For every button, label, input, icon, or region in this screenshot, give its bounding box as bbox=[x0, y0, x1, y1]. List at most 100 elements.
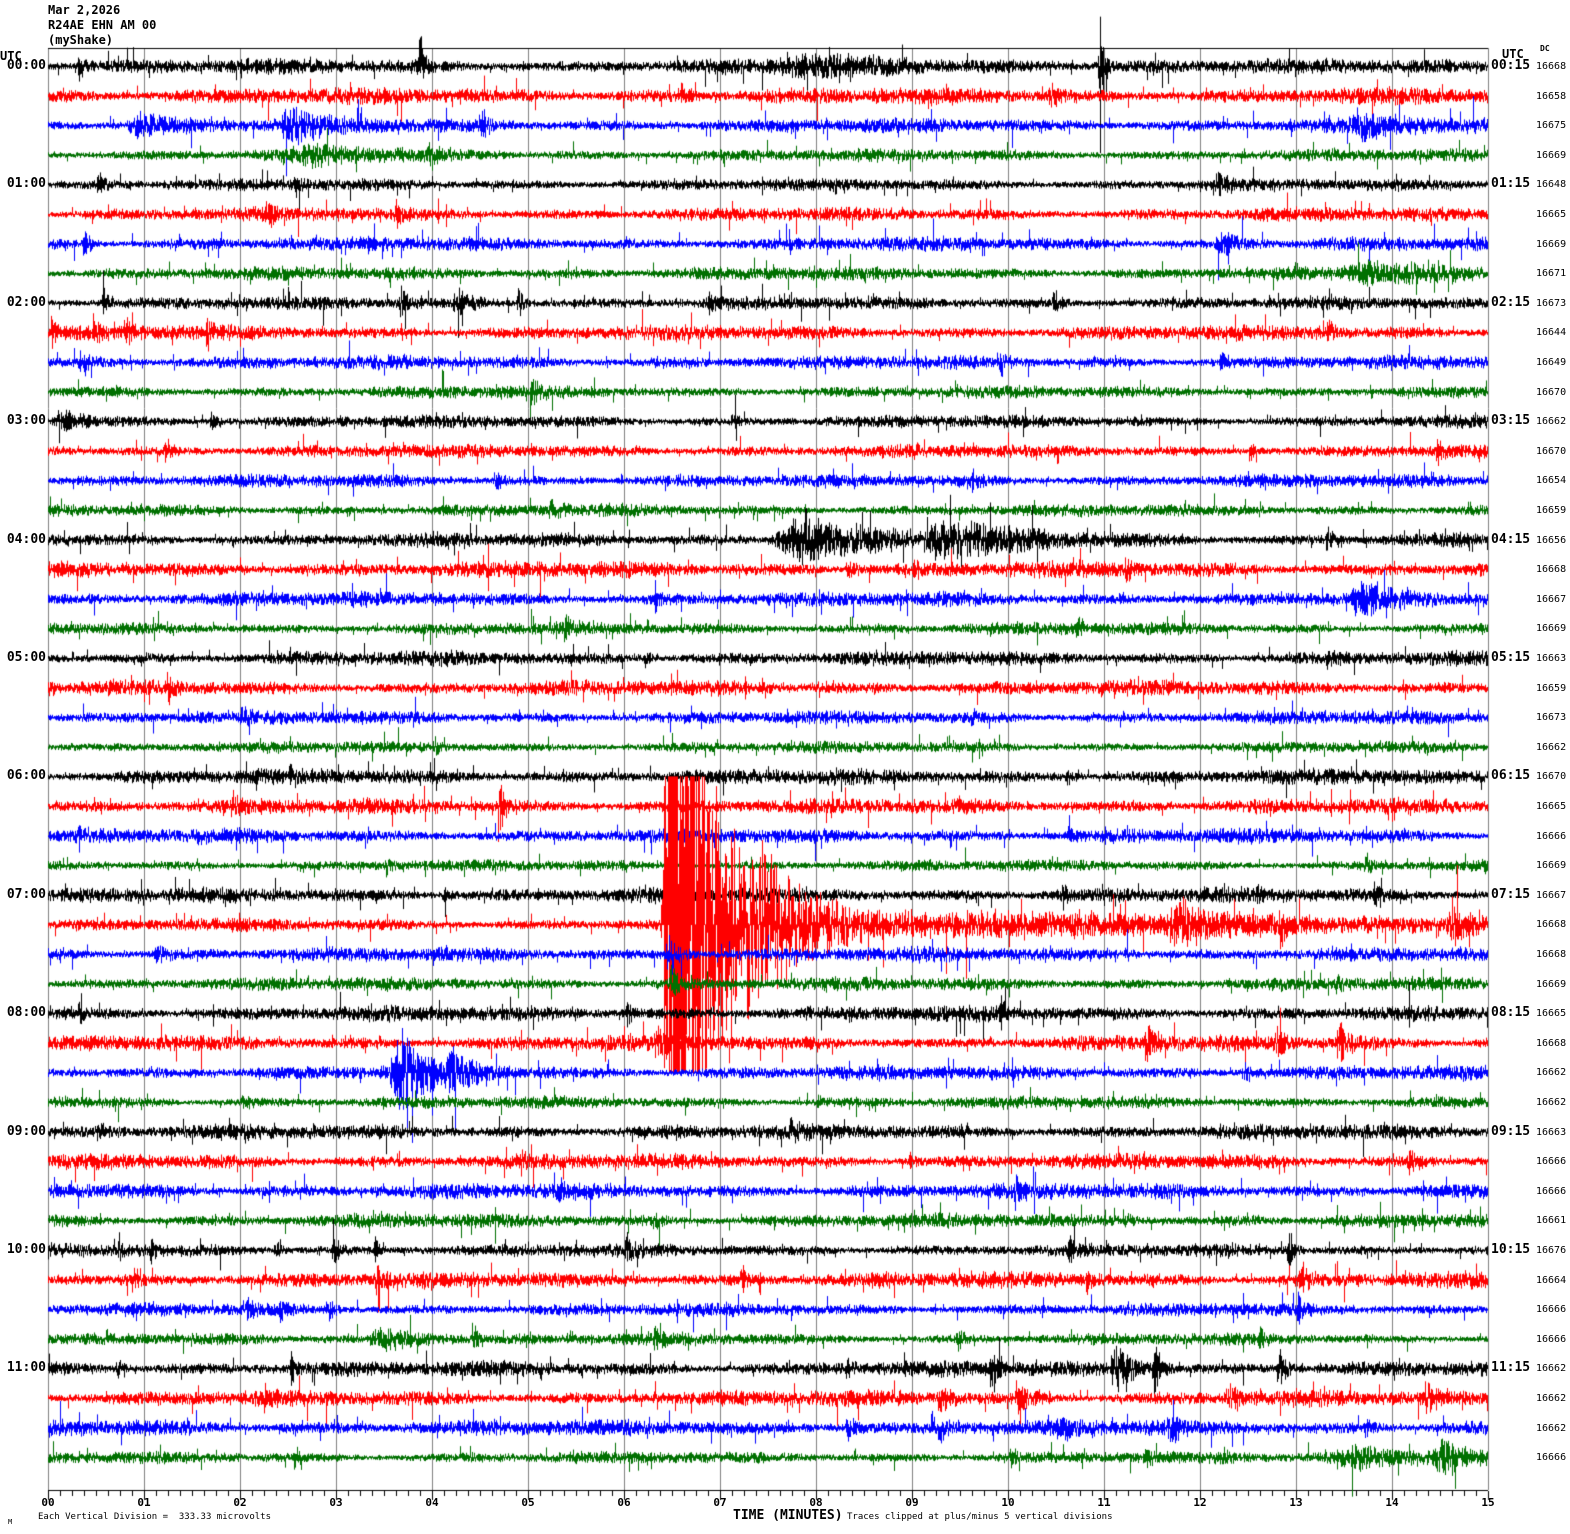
hour-label-left: 08:00 bbox=[6, 1005, 46, 1021]
dc-value: 16665 bbox=[1536, 1008, 1567, 1020]
x-tick-label: 10 bbox=[1001, 1496, 1015, 1509]
dc-value: 16649 bbox=[1536, 357, 1567, 368]
dc-value: 16665 bbox=[1536, 209, 1567, 220]
scale-note: Each Vertical Division = 333.33 microvol… bbox=[38, 1512, 271, 1522]
hour-label-left: 06:00 bbox=[6, 768, 46, 784]
dc-value: 16663 bbox=[1536, 1126, 1567, 1138]
hour-label-left: 11:00 bbox=[6, 1360, 46, 1376]
dc-value: 16671 bbox=[1536, 268, 1567, 280]
dc-value: 16662 bbox=[1536, 416, 1567, 428]
dc-value: 16662 bbox=[1536, 741, 1567, 753]
dc-value: 16648 bbox=[1536, 179, 1567, 191]
hour-label-right: 09:15 bbox=[1491, 1123, 1531, 1139]
hour-label-right: 11:15 bbox=[1491, 1360, 1531, 1376]
hour-label-left: 01:00 bbox=[6, 176, 46, 192]
dc-value: 16669 bbox=[1536, 860, 1567, 872]
dc-value: 16659 bbox=[1536, 505, 1567, 516]
hour-label-left: 04:00 bbox=[6, 531, 46, 547]
hour-label-right: 06:15 bbox=[1491, 768, 1531, 784]
hour-label-right: 01:15 bbox=[1491, 176, 1531, 192]
title-station: R24AE EHN AM 00 bbox=[48, 18, 157, 32]
dc-value: 16670 bbox=[1536, 386, 1567, 398]
hour-label-right: 10:15 bbox=[1491, 1242, 1531, 1257]
x-tick-label: 01 bbox=[137, 1496, 151, 1509]
hour-label-right: 03:15 bbox=[1491, 413, 1531, 429]
x-tick-label: 03 bbox=[329, 1496, 343, 1509]
hour-label-right: 05:15 bbox=[1491, 650, 1531, 665]
hour-label-left: 10:00 bbox=[6, 1242, 46, 1257]
dc-value: 16665 bbox=[1536, 801, 1567, 812]
hour-label-right: 07:15 bbox=[1491, 886, 1531, 902]
hour-label-right: 08:15 bbox=[1491, 1005, 1531, 1021]
dc-value: 16666 bbox=[1536, 830, 1567, 842]
hour-label-left: 05:00 bbox=[6, 650, 46, 665]
dc-value: 16662 bbox=[1536, 1097, 1567, 1108]
x-tick-label: 02 bbox=[233, 1496, 247, 1509]
clip-note: Traces clipped at plus/minus 5 vertical … bbox=[847, 1512, 1113, 1522]
dc-value: 16666 bbox=[1536, 1156, 1567, 1168]
dc-value: 16668 bbox=[1536, 949, 1567, 960]
dc-value: 16666 bbox=[1536, 1185, 1567, 1197]
utc-header-right: UTC bbox=[1502, 47, 1524, 61]
dc-value: 16664 bbox=[1536, 1274, 1567, 1286]
micro-mark: M bbox=[8, 1518, 13, 1526]
hour-label-right: 04:15 bbox=[1491, 531, 1531, 547]
dc-value: 16644 bbox=[1536, 327, 1567, 339]
dc-value: 16670 bbox=[1536, 445, 1567, 457]
dc-value: 16673 bbox=[1536, 297, 1567, 309]
x-tick-label: 14 bbox=[1385, 1496, 1399, 1509]
x-tick-label: 00 bbox=[41, 1496, 55, 1509]
hour-label-right: 00:15 bbox=[1491, 58, 1531, 73]
dc-value: 16668 bbox=[1536, 919, 1567, 931]
utc-header-left: UTC bbox=[0, 49, 22, 63]
dc-value: 16661 bbox=[1536, 1215, 1567, 1227]
time-axis-title: TIME (MINUTES) bbox=[733, 1508, 843, 1523]
x-tick-label: 04 bbox=[425, 1496, 439, 1509]
dc-value: 16669 bbox=[1536, 149, 1567, 161]
dc-value: 16666 bbox=[1536, 1333, 1567, 1345]
hour-label-left: 09:00 bbox=[6, 1123, 46, 1139]
title-date: Mar 2,2026 bbox=[48, 3, 121, 17]
x-tick-label: 06 bbox=[617, 1496, 631, 1509]
x-tick-label: 11 bbox=[1097, 1496, 1111, 1509]
hour-label-left: 00:00 bbox=[6, 58, 46, 73]
dc-value: 16666 bbox=[1536, 1304, 1567, 1316]
hour-label-right: 02:15 bbox=[1491, 294, 1531, 310]
title-network: (myShake) bbox=[48, 33, 114, 47]
dc-value: 16654 bbox=[1536, 475, 1567, 487]
x-tick-label: 07 bbox=[713, 1496, 727, 1509]
dc-value: 16663 bbox=[1536, 653, 1567, 664]
dc-value: 16670 bbox=[1536, 771, 1567, 783]
dc-value: 16668 bbox=[1536, 1037, 1567, 1049]
dc-value: 16669 bbox=[1536, 623, 1567, 635]
x-tick-label: 08 bbox=[809, 1496, 823, 1509]
hour-label-left: 02:00 bbox=[6, 294, 46, 310]
x-tick-label: 13 bbox=[1289, 1496, 1303, 1509]
dc-value: 16669 bbox=[1536, 978, 1567, 990]
dc-value: 16667 bbox=[1536, 889, 1567, 901]
dc-value: 16658 bbox=[1536, 90, 1567, 102]
dc-value: 16669 bbox=[1536, 238, 1567, 250]
dc-value: 16668 bbox=[1536, 564, 1567, 576]
dc-value: 16656 bbox=[1536, 534, 1567, 546]
dc-value: 16675 bbox=[1536, 120, 1567, 132]
dc-value: 16662 bbox=[1536, 1393, 1567, 1404]
x-tick-label: 15 bbox=[1481, 1496, 1495, 1509]
x-tick-label: 09 bbox=[905, 1496, 919, 1509]
dc-value: 16662 bbox=[1536, 1363, 1567, 1375]
dc-value: 16666 bbox=[1536, 1452, 1567, 1464]
dc-value: 16659 bbox=[1536, 682, 1567, 694]
dc-value: 16676 bbox=[1536, 1245, 1567, 1256]
hour-label-left: 07:00 bbox=[6, 886, 46, 902]
dc-value: 16667 bbox=[1536, 593, 1567, 605]
x-tick-label: 05 bbox=[521, 1496, 535, 1509]
title-block: Mar 2,2026 R24AE EHN AM 00 (myShake) bbox=[48, 3, 156, 48]
dc-header: DC bbox=[1540, 44, 1550, 53]
hour-label-left: 03:00 bbox=[6, 413, 46, 429]
dc-value: 16662 bbox=[1536, 1067, 1567, 1079]
dc-value: 16662 bbox=[1536, 1422, 1567, 1434]
dc-value: 16668 bbox=[1536, 61, 1567, 72]
x-tick-label: 12 bbox=[1193, 1496, 1207, 1509]
